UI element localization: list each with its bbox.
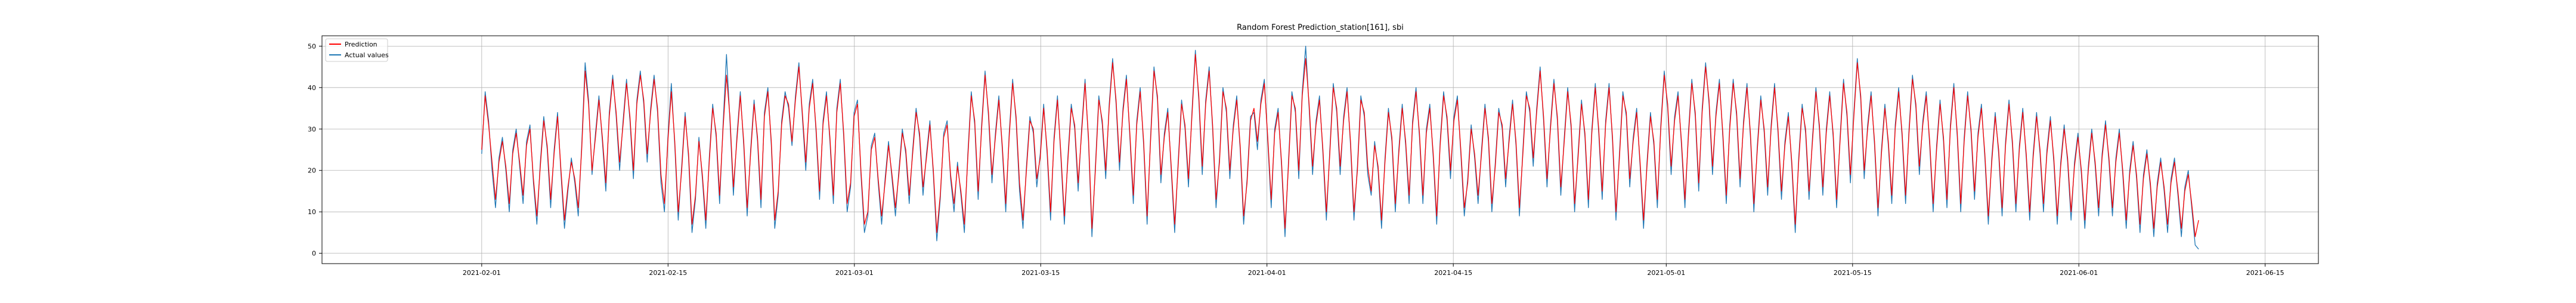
series-line-actual-values — [481, 45, 2199, 250]
grid-lines — [322, 36, 2318, 264]
x-tick-label: 2021-05-15 — [1834, 269, 1872, 277]
x-tick-label: 2021-03-15 — [1021, 269, 1060, 277]
y-tick-label: 40 — [308, 84, 316, 92]
legend: Prediction Actual values — [325, 38, 389, 62]
y-tick-label: 0 — [312, 250, 316, 258]
x-tick-label: 2021-02-15 — [649, 269, 687, 277]
chart-title: Random Forest Prediction_station[161], s… — [1237, 23, 1404, 32]
x-tick-label: 2021-02-01 — [463, 269, 501, 277]
series-line-prediction — [481, 54, 2199, 237]
legend-label-actual-values: Actual values — [345, 51, 389, 59]
series-lines — [481, 45, 2199, 250]
x-tick-label: 2021-06-15 — [2246, 269, 2284, 277]
x-tick-label: 2021-04-15 — [1434, 269, 1472, 277]
x-tick-label: 2021-05-01 — [1647, 269, 1685, 277]
y-tick-label: 30 — [308, 125, 316, 133]
x-tick-label: 2021-06-01 — [2060, 269, 2098, 277]
legend-label-prediction: Prediction — [345, 41, 377, 48]
y-tick-label: 10 — [308, 208, 316, 216]
axis-ticks: 2021-02-01 2021-02-15 2021-03-01 2021-03-15… — [308, 42, 2284, 277]
x-tick-label: 2021-03-01 — [835, 269, 874, 277]
x-tick-label: 2021-04-01 — [1248, 269, 1286, 277]
y-tick-label: 20 — [308, 167, 316, 175]
plot-area-frame — [321, 35, 2319, 264]
y-tick-label: 50 — [308, 42, 316, 50]
